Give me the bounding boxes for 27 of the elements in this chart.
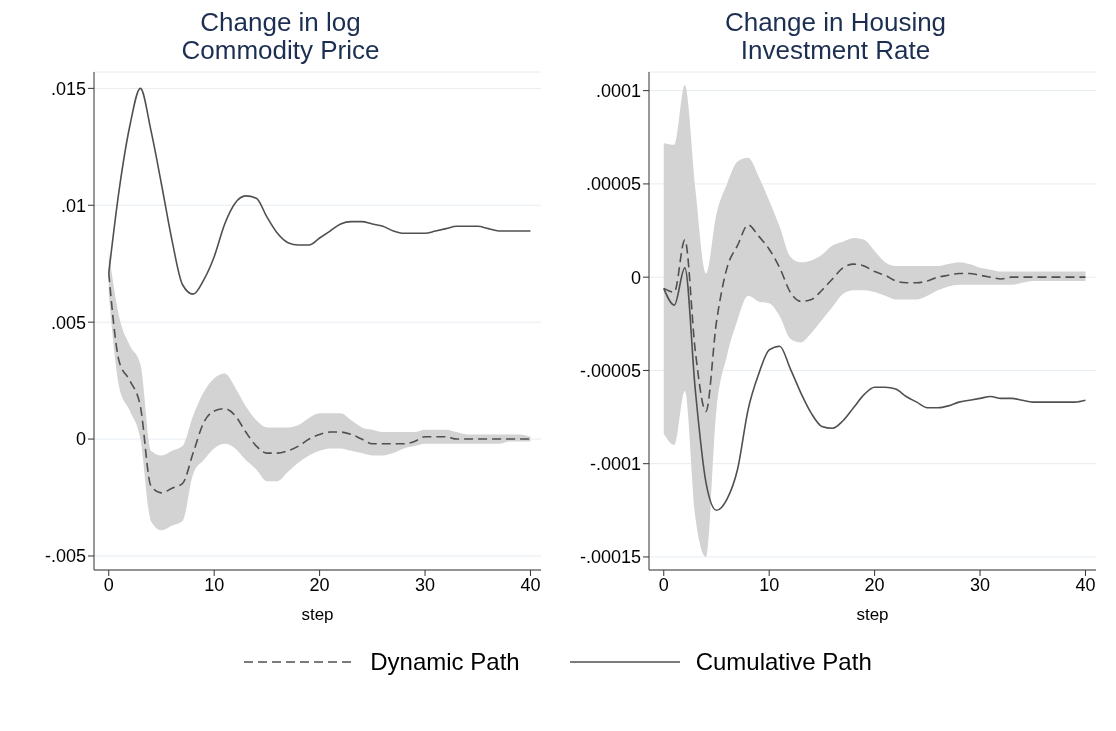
x-tick-label: 0 (658, 574, 669, 595)
y-tick-label: .01 (60, 195, 86, 216)
x-tick-label: 40 (520, 574, 541, 595)
x-tick-label: 0 (103, 574, 114, 595)
y-tick-label: -.005 (44, 546, 86, 567)
y-tick-label: .005 (50, 312, 86, 333)
x-tick-label: 20 (864, 574, 885, 595)
y-tick-label: .00005 (585, 174, 641, 195)
y-tick-label: -.00015 (579, 547, 641, 568)
y-tick-label: .0001 (595, 81, 641, 102)
x-tick-label: 30 (970, 574, 991, 595)
x-tick-label: 20 (309, 574, 330, 595)
y-tick-label: .015 (50, 78, 86, 99)
chart-title: Change in log Commodity Price (180, 7, 381, 66)
y-tick-label: 0 (630, 267, 641, 288)
y-tick-label: 0 (75, 429, 86, 450)
x-tick-label: 10 (759, 574, 780, 595)
x-tick-label: 40 (1075, 574, 1096, 595)
x-axis-title: step (301, 605, 334, 624)
x-tick-label: 10 (204, 574, 225, 595)
legend-label: Cumulative Path (695, 648, 872, 676)
x-tick-label: 30 (415, 574, 436, 595)
x-axis-title: step (856, 605, 889, 624)
chart-title: Change in Housing Investment Rate (723, 7, 948, 66)
y-tick-label: -.0001 (589, 454, 641, 475)
y-tick-label: -.00005 (579, 360, 641, 381)
legend-label: Dynamic Path (370, 648, 520, 676)
